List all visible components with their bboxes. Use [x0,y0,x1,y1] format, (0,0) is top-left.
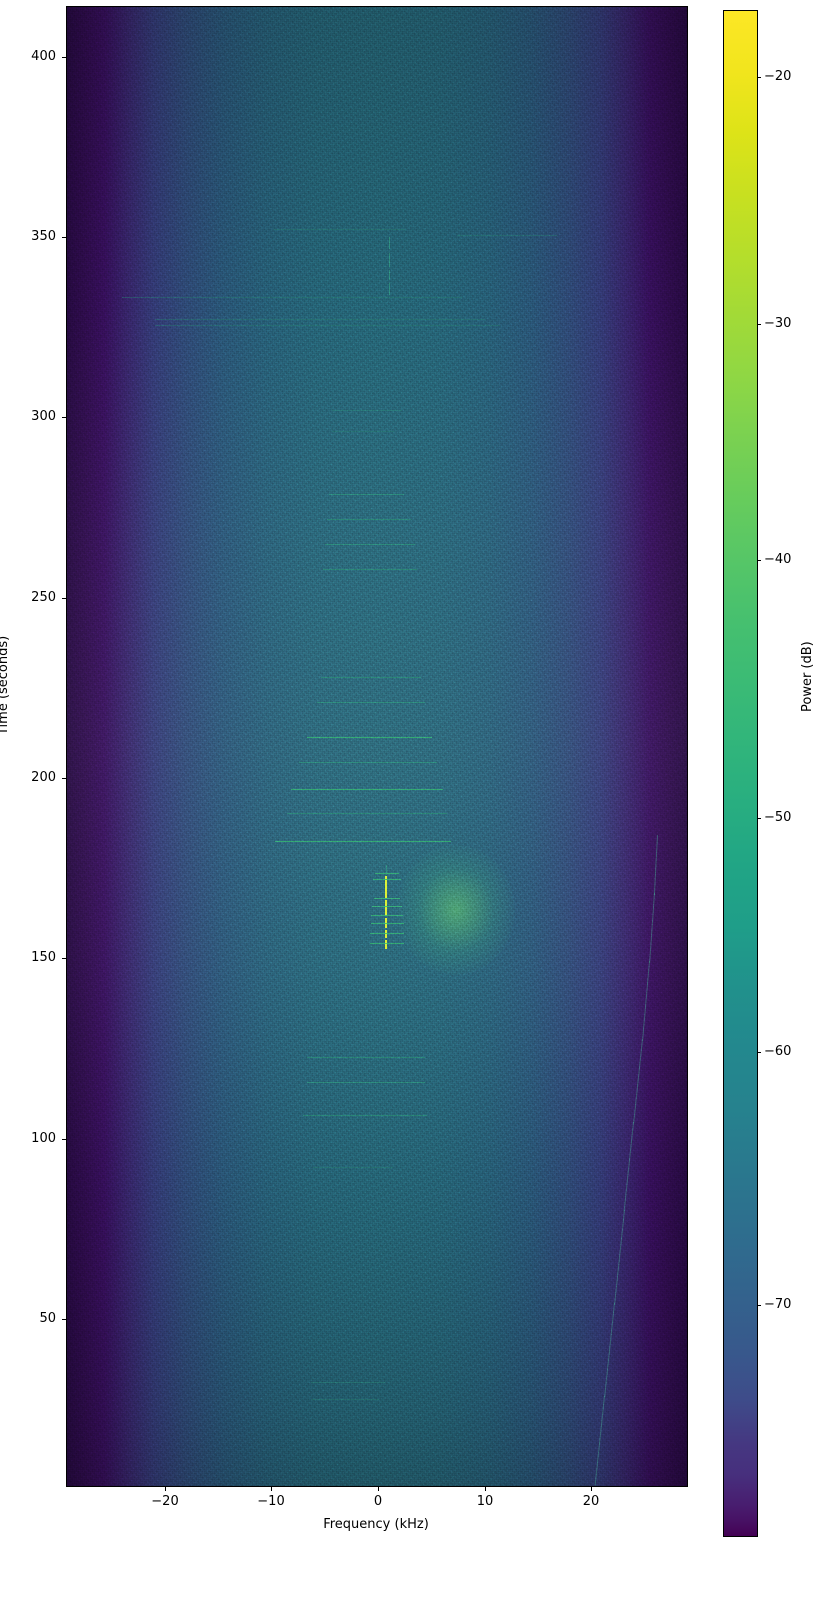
emission-line [332,431,394,432]
burst-sideband [370,933,404,934]
y-tick [62,1319,66,1320]
x-tick-label: −20 [151,1494,179,1509]
emission-line [317,702,425,703]
burst-sideband [373,879,401,880]
spectrogram-image [67,7,687,1486]
emission-line [311,1382,385,1383]
colorbar-tick-label: −40 [764,552,792,567]
emission-line [275,841,451,842]
emission-line [155,325,500,326]
burst-sideband [374,898,400,899]
burst-sideband [375,873,399,874]
emission-line [307,1057,425,1058]
emission-line [329,494,404,495]
emission-line [325,544,415,545]
colorbar-tick [757,818,761,819]
colorbar-tick-label: −50 [764,810,792,825]
x-tick [485,1487,486,1491]
y-tick-label: 50 [39,1311,56,1326]
emission-line [287,813,447,814]
x-tick-label: 10 [476,1494,494,1509]
pixel-noise-layer-2 [67,7,687,1486]
colorbar-tick-label: −30 [764,316,792,331]
emission-line [457,235,557,236]
noise-floor-bandshape [67,7,687,1486]
vertical-dashed-signal [389,270,390,280]
y-tick [62,778,66,779]
y-tick-label: 200 [31,770,56,785]
burst-tail [386,865,387,875]
colorbar-tick [757,324,761,325]
burst-core [385,900,387,916]
x-tick [165,1487,166,1491]
y-tick [62,237,66,238]
noise-floor-time-shading [67,7,687,1486]
emission-line [321,677,421,678]
y-tick-label: 400 [31,49,56,64]
y-tick-label: 250 [31,590,56,605]
emission-line [332,410,402,411]
x-tick [271,1487,272,1491]
colorbar-gradient [724,11,757,1536]
spectrogram-axes [66,6,688,1487]
y-tick [62,417,66,418]
emission-line [311,1399,379,1400]
emission-line [303,1115,427,1116]
y-tick-label: 300 [31,409,56,424]
colorbar-tick [757,560,761,561]
emission-line [274,229,405,230]
y-tick [62,598,66,599]
colorbar-label: Power (dB) [800,641,815,712]
vertical-dashed-signal [389,253,390,267]
emission-line [307,1082,425,1083]
emission-line [122,297,462,298]
emission-line [327,519,411,520]
colorbar-tick [757,1052,761,1053]
x-tick-label: −10 [257,1494,285,1509]
colorbar-tick-label: −60 [764,1044,792,1059]
emission-line [299,762,437,763]
colorbar-tick-label: −20 [764,69,792,84]
burst-glow [397,845,515,975]
vertical-dashed-signal [389,283,390,295]
burst-core [385,876,387,898]
y-axis-label: Time (seconds) [0,635,11,735]
y-tick [62,57,66,58]
y-tick [62,1139,66,1140]
x-tick [591,1487,592,1491]
burst-sideband [371,915,403,916]
x-axis-label: Frequency (kHz) [323,1517,429,1532]
emission-line [323,569,417,570]
y-tick-label: 100 [31,1131,56,1146]
colorbar-tick [757,77,761,78]
emission-line [155,319,485,320]
colorbar-tick [757,1305,761,1306]
x-tick-label: 20 [582,1494,600,1509]
x-tick-label: 0 [373,1494,383,1509]
colorbar-tick-label: −70 [764,1297,792,1312]
y-tick-label: 350 [31,229,56,244]
burst-core [385,930,387,938]
burst-core [385,940,387,949]
y-tick [62,958,66,959]
burst-sideband [370,943,404,944]
x-tick [378,1487,379,1491]
pixel-noise-layer [67,7,687,1486]
emission-line [307,737,432,738]
burst-sideband [371,923,404,924]
colorbar [723,10,758,1537]
burst-sideband [372,906,402,907]
vertical-dashed-signal [389,237,390,249]
y-tick-label: 150 [31,950,56,965]
emission-line [291,789,443,790]
emission-line [313,1167,393,1168]
